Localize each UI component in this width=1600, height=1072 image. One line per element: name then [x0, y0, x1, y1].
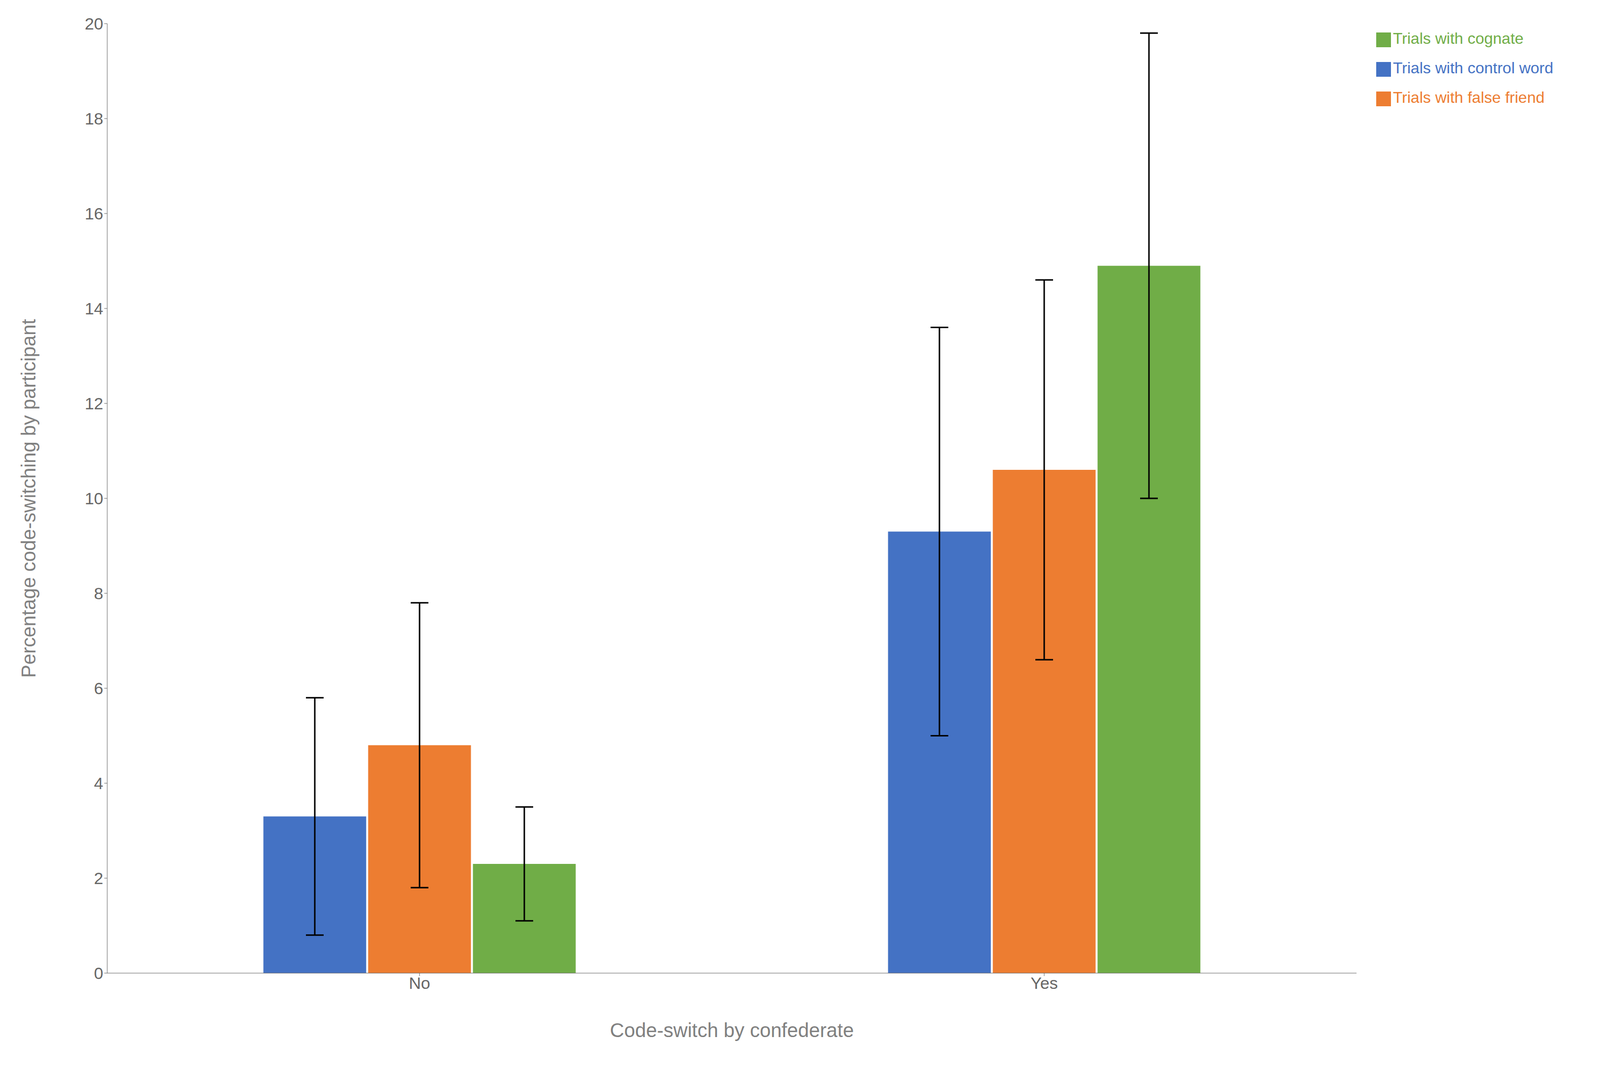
- svg-text:Yes: Yes: [1030, 973, 1058, 993]
- svg-text:10: 10: [84, 488, 104, 508]
- svg-text:20: 20: [84, 14, 104, 33]
- svg-text:Percentage code-switching by p: Percentage code-switching by participant: [17, 318, 40, 678]
- html-text:Trials with control word: Trials with control word: [1392, 59, 1554, 77]
- svg-text:0: 0: [93, 963, 104, 983]
- svg-text:No: No: [408, 973, 430, 993]
- svg-text:2: 2: [93, 868, 104, 888]
- svg-text:8: 8: [93, 583, 104, 603]
- svg-text:4: 4: [93, 773, 104, 793]
- svg-text:18: 18: [84, 109, 104, 128]
- svg-text:14: 14: [84, 299, 104, 318]
- html-text:Trials with cognate: Trials with cognate: [1392, 29, 1524, 48]
- svg-text:Code-switch by confederate: Code-switch by confederate: [609, 1019, 854, 1041]
- svg-text:16: 16: [84, 204, 104, 223]
- svg-text:6: 6: [93, 678, 104, 698]
- html-text:Trials with false friend: Trials with false friend: [1392, 88, 1545, 107]
- svg-text:12: 12: [84, 393, 104, 413]
